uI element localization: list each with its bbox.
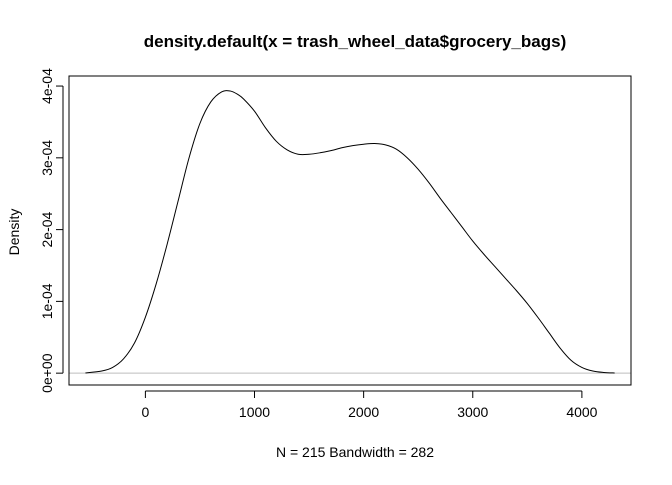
x-axis-label: N = 215 Bandwidth = 282 <box>276 444 434 460</box>
chart-title: density.default(x = trash_wheel_data$gro… <box>144 32 566 51</box>
y-tick-label: 4e-04 <box>39 68 55 104</box>
x-tick-label: 4000 <box>566 404 597 420</box>
y-axis-label: Density <box>6 209 22 256</box>
y-tick-label: 0e+00 <box>39 353 55 393</box>
y-tick-label: 3e-04 <box>39 140 55 176</box>
x-tick-label: 2000 <box>348 404 379 420</box>
plot-area <box>68 75 632 386</box>
x-tick-label: 3000 <box>457 404 488 420</box>
y-axis: 0e+00 1e-04 2e-04 3e-04 4e-04 <box>39 68 64 393</box>
y-tick-label: 2e-04 <box>39 211 55 247</box>
x-axis: 0 1000 2000 3000 4000 <box>141 390 598 420</box>
x-tick-label: 0 <box>141 404 149 420</box>
density-curve <box>85 90 615 374</box>
plot-frame <box>68 75 632 386</box>
x-tick-label: 1000 <box>239 404 270 420</box>
y-tick-label: 1e-04 <box>39 283 55 319</box>
